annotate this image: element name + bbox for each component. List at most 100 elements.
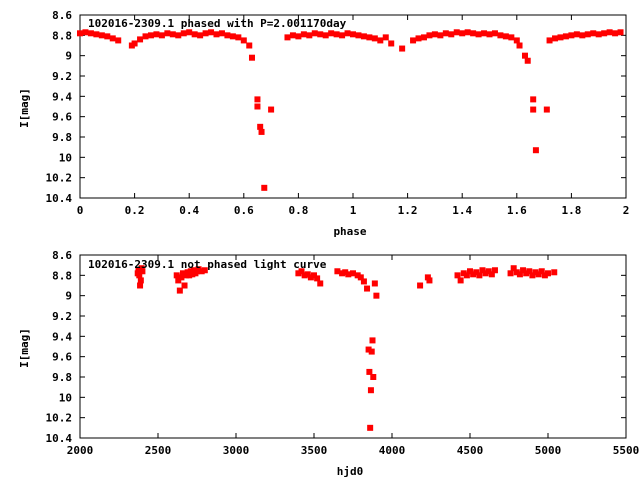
- data-point: [453, 29, 460, 36]
- data-point: [109, 35, 116, 42]
- data-point: [322, 32, 329, 39]
- y-tick-label: 8.6: [52, 9, 72, 22]
- data-point: [184, 269, 191, 276]
- data-point: [208, 29, 215, 36]
- data-point: [491, 267, 498, 274]
- y-tick-label: 8.8: [52, 29, 72, 42]
- data-point: [545, 270, 551, 277]
- data-point: [481, 30, 488, 37]
- data-point: [175, 32, 182, 39]
- data-point: [513, 269, 520, 276]
- data-point: [268, 106, 275, 113]
- x-tick-label: 4500: [457, 444, 484, 457]
- data-point: [139, 268, 146, 275]
- data-point: [191, 31, 198, 38]
- data-point: [516, 271, 523, 278]
- data-point: [460, 270, 467, 277]
- data-point: [311, 30, 318, 37]
- data-point: [475, 31, 482, 38]
- data-point: [364, 285, 371, 292]
- data-point: [535, 271, 542, 278]
- y-tick-label: 9.2: [52, 70, 72, 83]
- data-point: [248, 54, 255, 61]
- y-tick-label: 9: [65, 50, 72, 63]
- data-point: [180, 30, 187, 37]
- data-point: [482, 270, 489, 277]
- data-point: [186, 29, 193, 36]
- y-tick-label: 9.4: [52, 330, 72, 343]
- data-point: [93, 31, 100, 38]
- x-tick-label: 5500: [613, 444, 640, 457]
- data-point: [179, 270, 186, 277]
- data-point: [508, 34, 515, 41]
- data-point: [524, 57, 531, 64]
- data-point: [437, 32, 444, 39]
- data-point: [339, 32, 346, 39]
- data-point: [488, 271, 495, 278]
- data-point: [370, 374, 377, 380]
- data-point: [371, 280, 378, 287]
- chart-title: 102016-2309.1 phased with P=2.001170day: [88, 17, 347, 30]
- y-axis-label: I[mag]: [18, 328, 31, 368]
- data-point: [328, 30, 335, 37]
- data-point: [382, 34, 389, 41]
- data-point: [470, 271, 477, 278]
- data-point: [584, 31, 591, 38]
- data-point: [257, 123, 264, 130]
- data-point: [354, 272, 361, 279]
- data-point: [373, 292, 380, 299]
- data-point: [229, 33, 236, 40]
- data-point: [137, 282, 144, 289]
- data-point: [176, 287, 183, 294]
- data-point: [520, 267, 527, 274]
- data-point: [473, 269, 480, 276]
- data-point: [595, 31, 602, 38]
- data-point: [289, 32, 296, 39]
- data-point: [431, 31, 438, 38]
- data-point: [300, 31, 307, 38]
- data-point: [175, 277, 182, 284]
- data-point: [169, 31, 176, 38]
- x-tick-label: 0.4: [179, 204, 199, 217]
- data-point: [87, 30, 94, 37]
- x-tick-label: 5000: [535, 444, 562, 457]
- data-point: [178, 274, 185, 281]
- x-tick-label: 3000: [223, 444, 250, 457]
- data-point: [551, 269, 558, 276]
- data-point: [295, 33, 302, 40]
- data-point: [617, 29, 624, 36]
- y-tick-label: 8.8: [52, 269, 72, 282]
- data-point: [417, 282, 424, 289]
- data-point: [532, 147, 539, 154]
- data-point: [314, 275, 321, 282]
- data-point: [546, 37, 553, 44]
- x-tick-label: 2500: [145, 444, 172, 457]
- data-point: [377, 37, 384, 44]
- tick-group: 0 0.2 0.4 0.6 0.8 1 1.2 1.4 1.6 1.8 2 8.6 8.8 9 9.2 9.4…: [46, 9, 630, 217]
- data-point: [557, 34, 564, 41]
- data-point: [202, 30, 209, 37]
- x-axis-label: phase: [333, 225, 366, 238]
- x-tick-label: 2: [623, 204, 630, 217]
- data-point: [104, 33, 111, 40]
- data-point: [254, 103, 261, 110]
- data-point: [213, 31, 220, 38]
- data-point: [590, 30, 597, 37]
- data-point: [366, 368, 373, 375]
- y-tick-label: 9.6: [52, 351, 72, 364]
- x-tick-label: 0.8: [288, 204, 308, 217]
- data-point: [304, 271, 311, 278]
- x-axis-label: hjd0: [337, 465, 364, 478]
- data-point: [532, 269, 539, 276]
- y-tick-label: 9.8: [52, 131, 72, 144]
- plot-area-frame: [79, 254, 627, 439]
- data-point: [173, 272, 180, 279]
- data-point: [479, 267, 486, 274]
- data-point: [467, 268, 473, 275]
- data-point: [410, 37, 417, 44]
- y-tick-label: 9.6: [52, 111, 72, 124]
- y-tick-label: 10.4: [46, 192, 73, 205]
- tick-group: 2000 2500 3000 3500 4000 4500 5000 5500 8.6 8.8 9 9…: [46, 249, 640, 457]
- data-point: [367, 424, 374, 431]
